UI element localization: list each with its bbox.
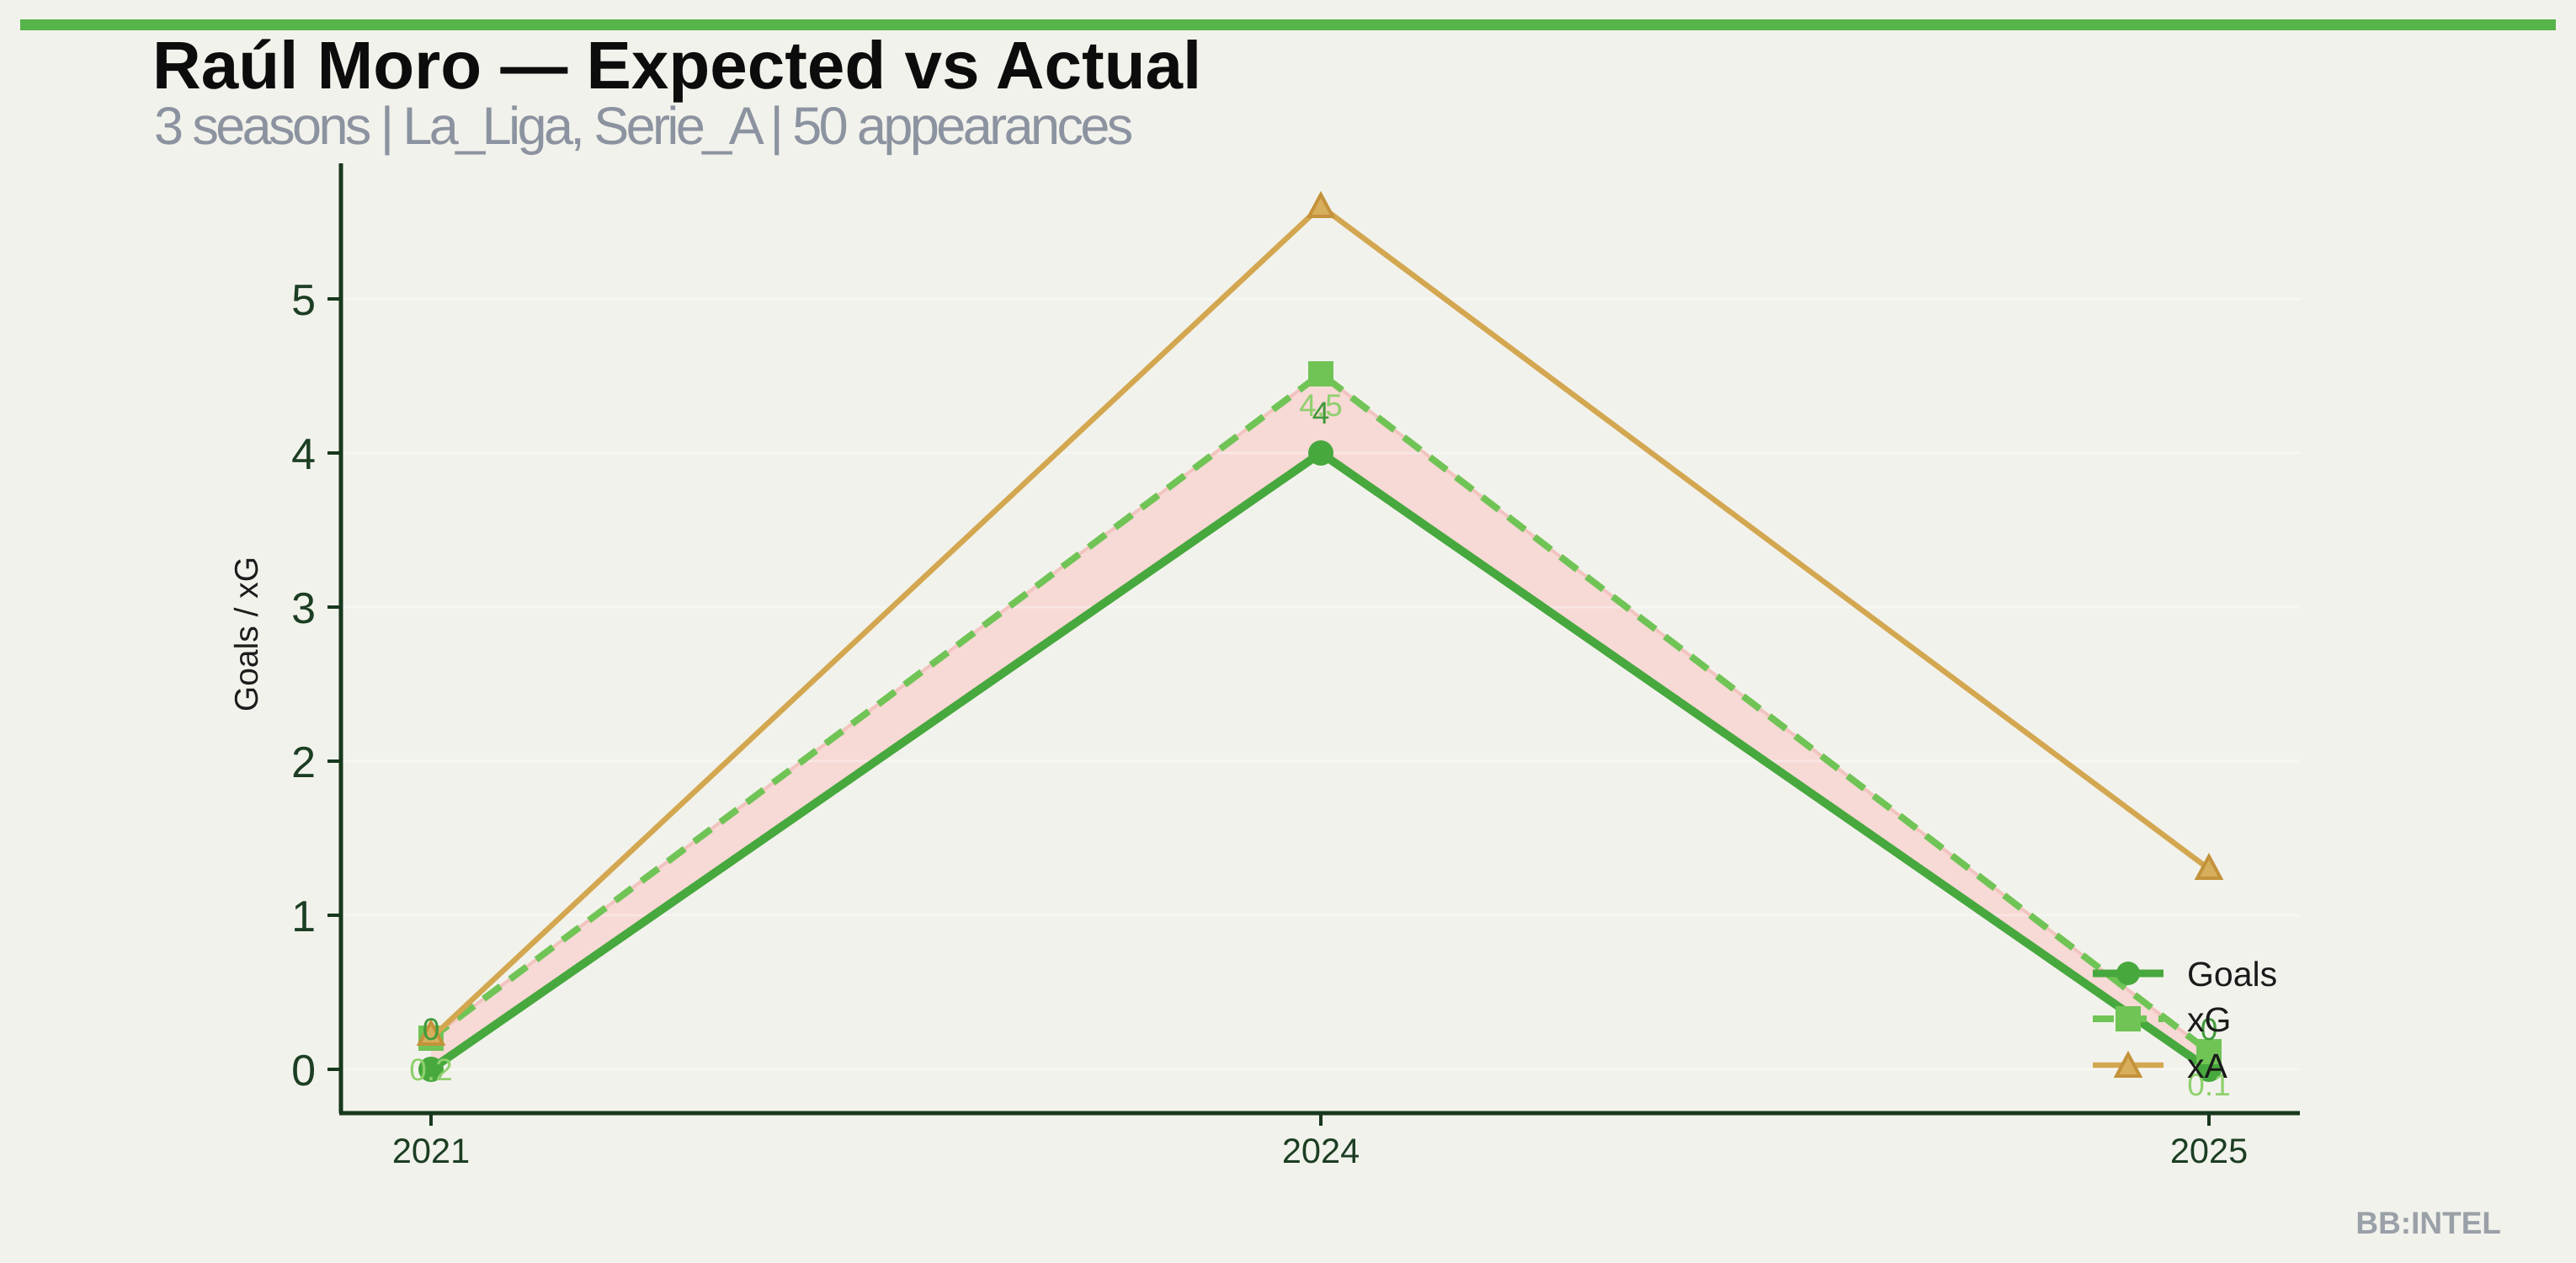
svg-text:0.2: 0.2 [409, 1052, 452, 1087]
svg-text:2025: 2025 [2170, 1131, 2248, 1170]
svg-text:2021: 2021 [392, 1131, 470, 1170]
svg-text:4: 4 [1312, 396, 1330, 430]
svg-text:1: 1 [291, 893, 316, 941]
svg-text:5: 5 [291, 276, 316, 325]
svg-text:4: 4 [291, 430, 316, 479]
svg-text:0: 0 [291, 1047, 316, 1095]
svg-text:0.1: 0.1 [2187, 1068, 2230, 1102]
svg-text:0: 0 [423, 1012, 440, 1047]
svg-text:BB:INTEL: BB:INTEL [2355, 1206, 2501, 1240]
svg-text:xG: xG [2187, 1000, 2231, 1039]
svg-text:Goals: Goals [2187, 955, 2277, 994]
svg-text:4.5: 4.5 [1299, 388, 1342, 423]
svg-text:3: 3 [291, 584, 316, 633]
svg-text:0: 0 [2201, 1012, 2218, 1047]
svg-text:Raúl Moro — Expected vs Actual: Raúl Moro — Expected vs Actual [152, 28, 1201, 103]
svg-text:2024: 2024 [1282, 1131, 1360, 1170]
svg-text:3 seasons | La_Liga, Serie_A |: 3 seasons | La_Liga, Serie_A | 50 appear… [154, 97, 1132, 156]
svg-text:Goals / xG: Goals / xG [229, 557, 265, 711]
svg-text:2: 2 [291, 738, 316, 787]
svg-text:xA: xA [2187, 1047, 2228, 1085]
